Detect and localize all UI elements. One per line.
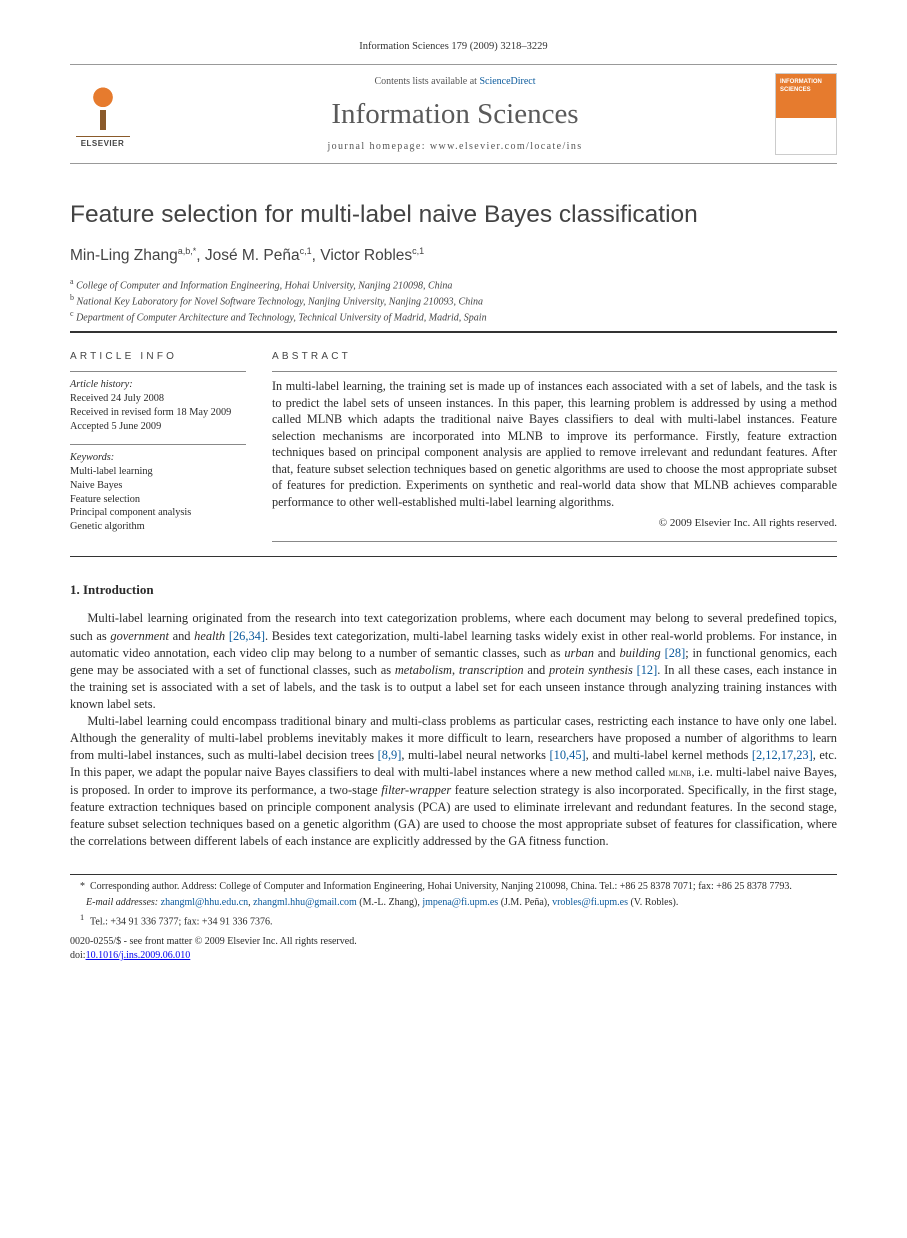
doi-label: doi: bbox=[70, 950, 86, 961]
author-2-affil-marks: c,1 bbox=[300, 246, 312, 256]
header-center: Contents lists available at ScienceDirec… bbox=[135, 75, 775, 153]
footnotes-block: *Corresponding author. Address: College … bbox=[70, 874, 837, 929]
cite-link[interactable]: [10,45] bbox=[550, 748, 586, 762]
footer-matter: 0020-0255/$ - see front matter © 2009 El… bbox=[70, 935, 837, 962]
journal-header-bar: ELSEVIER Contents lists available at Sci… bbox=[70, 64, 837, 164]
article-info-heading: ARTICLE INFO bbox=[70, 350, 246, 364]
author-1-affil-marks: a,b,* bbox=[178, 246, 197, 256]
doi-link[interactable]: 10.1016/j.ins.2009.06.010 bbox=[86, 950, 191, 961]
divider bbox=[272, 371, 837, 372]
email-owner: (V. Robles). bbox=[630, 897, 678, 908]
affiliations: a College of Computer and Information En… bbox=[70, 277, 837, 324]
divider bbox=[70, 332, 837, 346]
cite-link[interactable]: [8,9] bbox=[378, 748, 402, 762]
divider bbox=[70, 556, 837, 557]
footnote-corresponding: *Corresponding author. Address: College … bbox=[70, 880, 837, 894]
footnote-1: 1Tel.: +34 91 336 7377; fax: +34 91 336 … bbox=[70, 912, 837, 929]
article-title: Feature selection for multi-label naive … bbox=[70, 198, 837, 231]
keyword: Genetic algorithm bbox=[70, 520, 246, 534]
email-link[interactable]: zhangml@hhu.edu.cn bbox=[161, 897, 249, 908]
abstract-heading: ABSTRACT bbox=[272, 350, 837, 364]
cover-title: INFORMATION SCIENCES bbox=[780, 78, 832, 94]
author-1-name: Min-Ling Zhang bbox=[70, 247, 178, 264]
email-link[interactable]: jmpena@fi.upm.es bbox=[422, 897, 498, 908]
intro-para-2: Multi-label learning could encompass tra… bbox=[70, 713, 837, 850]
history-accepted: Accepted 5 June 2009 bbox=[70, 420, 246, 434]
author-2-name: José M. Peña bbox=[205, 247, 300, 264]
contents-prefix: Contents lists available at bbox=[374, 76, 479, 87]
affiliation-b: National Key Laboratory for Novel Softwa… bbox=[77, 296, 483, 307]
author-3-affil-marks: c,1 bbox=[412, 246, 424, 256]
abstract-text: In multi-label learning, the training se… bbox=[272, 378, 837, 510]
keywords-block: Keywords: Multi-label learning Naive Bay… bbox=[70, 451, 246, 534]
emails-label: E-mail addresses: bbox=[86, 897, 158, 908]
doi-line: doi:10.1016/j.ins.2009.06.010 bbox=[70, 949, 837, 963]
front-matter-line: 0020-0255/$ - see front matter © 2009 El… bbox=[70, 935, 837, 949]
keyword: Multi-label learning bbox=[70, 465, 246, 479]
divider bbox=[272, 541, 837, 542]
email-owner: (M.-L. Zhang) bbox=[359, 897, 417, 908]
keyword: Naive Bayes bbox=[70, 479, 246, 493]
keywords-label: Keywords: bbox=[70, 451, 246, 465]
history-received: Received 24 July 2008 bbox=[70, 392, 246, 406]
cite-link[interactable]: [2,12,17,23] bbox=[752, 748, 813, 762]
info-abstract-row: ARTICLE INFO Article history: Received 2… bbox=[70, 350, 837, 548]
author-3-name: Victor Robles bbox=[320, 247, 412, 264]
contents-available-line: Contents lists available at ScienceDirec… bbox=[135, 75, 775, 89]
divider bbox=[70, 444, 246, 445]
abstract-column: ABSTRACT In multi-label learning, the tr… bbox=[272, 350, 837, 548]
history-revised: Received in revised form 18 May 2009 bbox=[70, 406, 246, 420]
affiliation-c: Department of Computer Architecture and … bbox=[76, 312, 487, 323]
article-history-block: Article history: Received 24 July 2008 R… bbox=[70, 378, 246, 434]
masthead-running-head: Information Sciences 179 (2009) 3218–322… bbox=[70, 40, 837, 54]
affiliation-a: College of Computer and Information Engi… bbox=[76, 281, 452, 292]
article-history-label: Article history: bbox=[70, 378, 246, 392]
article-info-column: ARTICLE INFO Article history: Received 2… bbox=[70, 350, 246, 548]
intro-para-1: Multi-label learning originated from the… bbox=[70, 610, 837, 713]
journal-name: Information Sciences bbox=[135, 95, 775, 134]
keyword: Principal component analysis bbox=[70, 506, 246, 520]
cite-link[interactable]: [28] bbox=[665, 646, 686, 660]
section-1-heading: 1. Introduction bbox=[70, 581, 837, 599]
sciencedirect-link[interactable]: ScienceDirect bbox=[479, 76, 535, 87]
elsevier-tree-icon bbox=[76, 83, 130, 137]
abstract-copyright: © 2009 Elsevier Inc. All rights reserved… bbox=[272, 516, 837, 531]
author-list: Min-Ling Zhanga,b,*, José M. Peñac,1, Vi… bbox=[70, 245, 837, 267]
homepage-url: www.elsevier.com/locate/ins bbox=[430, 141, 583, 152]
journal-cover-thumbnail: INFORMATION SCIENCES bbox=[775, 73, 837, 155]
email-owner: (J.M. Peña) bbox=[501, 897, 547, 908]
cite-link[interactable]: [12] bbox=[637, 663, 658, 677]
footnote-emails: E-mail addresses: zhangml@hhu.edu.cn, zh… bbox=[70, 896, 837, 910]
cite-link[interactable]: [26,34] bbox=[229, 629, 265, 643]
journal-homepage-line: journal homepage: www.elsevier.com/locat… bbox=[135, 140, 775, 154]
email-link[interactable]: zhangml.hhu@gmail.com bbox=[253, 897, 357, 908]
email-link[interactable]: vrobles@fi.upm.es bbox=[552, 897, 628, 908]
elsevier-logo: ELSEVIER bbox=[70, 78, 135, 150]
divider bbox=[70, 371, 246, 372]
homepage-prefix: journal homepage: bbox=[327, 141, 429, 152]
keyword: Feature selection bbox=[70, 493, 246, 507]
elsevier-wordmark: ELSEVIER bbox=[81, 139, 125, 150]
